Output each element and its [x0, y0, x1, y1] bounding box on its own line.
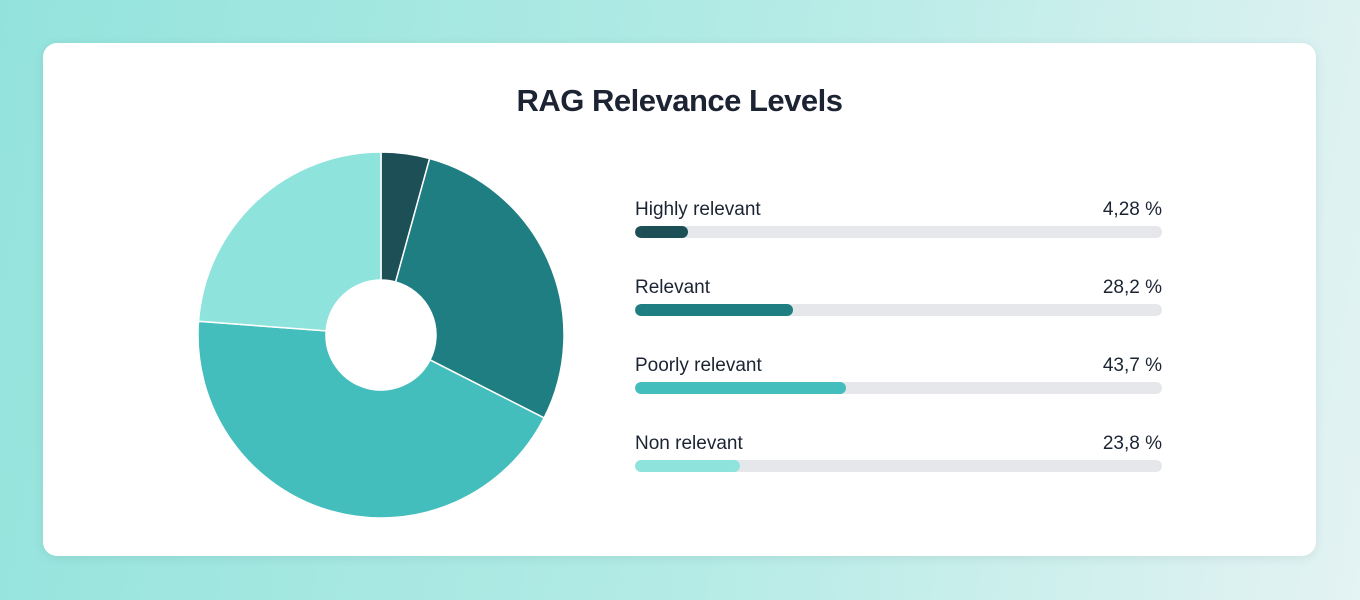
- legend-item-relevant: Relevant 28,2 %: [635, 275, 1163, 353]
- legend-item-non-relevant: Non relevant 23,8 %: [635, 431, 1163, 509]
- progress-fill: [635, 382, 846, 394]
- chart-card: RAG Relevance Levels Highly relevant 4,28…: [43, 43, 1316, 556]
- progress-track: [635, 460, 1162, 472]
- legend-value: 23,8 %: [1102, 433, 1162, 454]
- progress-track: [635, 304, 1162, 316]
- legend-value: 4,28 %: [1102, 199, 1162, 220]
- legend-value: 43,7 %: [1102, 355, 1162, 376]
- legend-item-poorly-relevant: Poorly relevant 43,7 %: [635, 353, 1163, 431]
- legend-item-highly-relevant: Highly relevant 4,28 %: [635, 197, 1163, 275]
- legend-label: Poorly relevant: [635, 355, 762, 376]
- chart-title: RAG Relevance Levels: [516, 83, 843, 118]
- legend-label: Relevant: [635, 277, 710, 298]
- progress-fill: [635, 226, 688, 238]
- progress-fill: [635, 304, 794, 316]
- legend-label: Highly relevant: [635, 199, 761, 220]
- donut-slice-relevant: [394, 157, 565, 419]
- progress-track: [635, 382, 1162, 394]
- legend: Highly relevant 4,28 % Relevant 28,2 % Poorl…: [635, 197, 1163, 509]
- donut-chart: [197, 151, 565, 519]
- progress-fill: [635, 460, 741, 472]
- legend-label: Non relevant: [635, 433, 743, 454]
- donut-slice-poorly-relevant: [197, 320, 546, 519]
- progress-track: [635, 226, 1162, 238]
- donut-slice-non-relevant: [197, 151, 382, 332]
- legend-value: 28,2 %: [1102, 277, 1162, 298]
